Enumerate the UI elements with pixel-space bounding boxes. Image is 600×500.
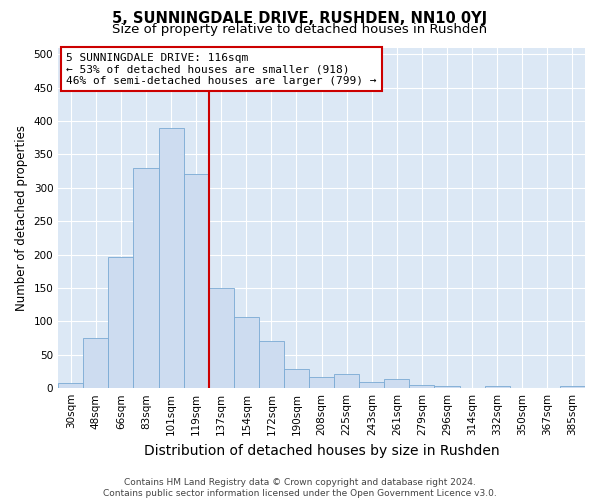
Y-axis label: Number of detached properties: Number of detached properties xyxy=(15,125,28,311)
Bar xyxy=(158,128,184,388)
Bar xyxy=(385,380,409,388)
Bar xyxy=(234,316,259,388)
Bar xyxy=(109,256,133,388)
X-axis label: Distribution of detached houses by size in Rushden: Distribution of detached houses by size … xyxy=(144,444,499,458)
Bar xyxy=(309,378,334,388)
Bar xyxy=(334,374,359,388)
Bar xyxy=(409,385,434,388)
Text: 5, SUNNINGDALE DRIVE, RUSHDEN, NN10 0YJ: 5, SUNNINGDALE DRIVE, RUSHDEN, NN10 0YJ xyxy=(112,11,488,26)
Bar xyxy=(560,386,585,388)
Bar xyxy=(209,288,234,388)
Text: Size of property relative to detached houses in Rushden: Size of property relative to detached ho… xyxy=(112,22,488,36)
Bar xyxy=(284,369,309,388)
Bar xyxy=(133,168,158,388)
Bar xyxy=(259,341,284,388)
Bar xyxy=(485,386,510,388)
Text: Contains HM Land Registry data © Crown copyright and database right 2024.
Contai: Contains HM Land Registry data © Crown c… xyxy=(103,478,497,498)
Bar xyxy=(359,382,385,388)
Bar xyxy=(58,383,83,388)
Text: 5 SUNNINGDALE DRIVE: 116sqm
← 53% of detached houses are smaller (918)
46% of se: 5 SUNNINGDALE DRIVE: 116sqm ← 53% of det… xyxy=(66,52,377,86)
Bar xyxy=(184,174,209,388)
Bar xyxy=(83,338,109,388)
Bar xyxy=(434,386,460,388)
